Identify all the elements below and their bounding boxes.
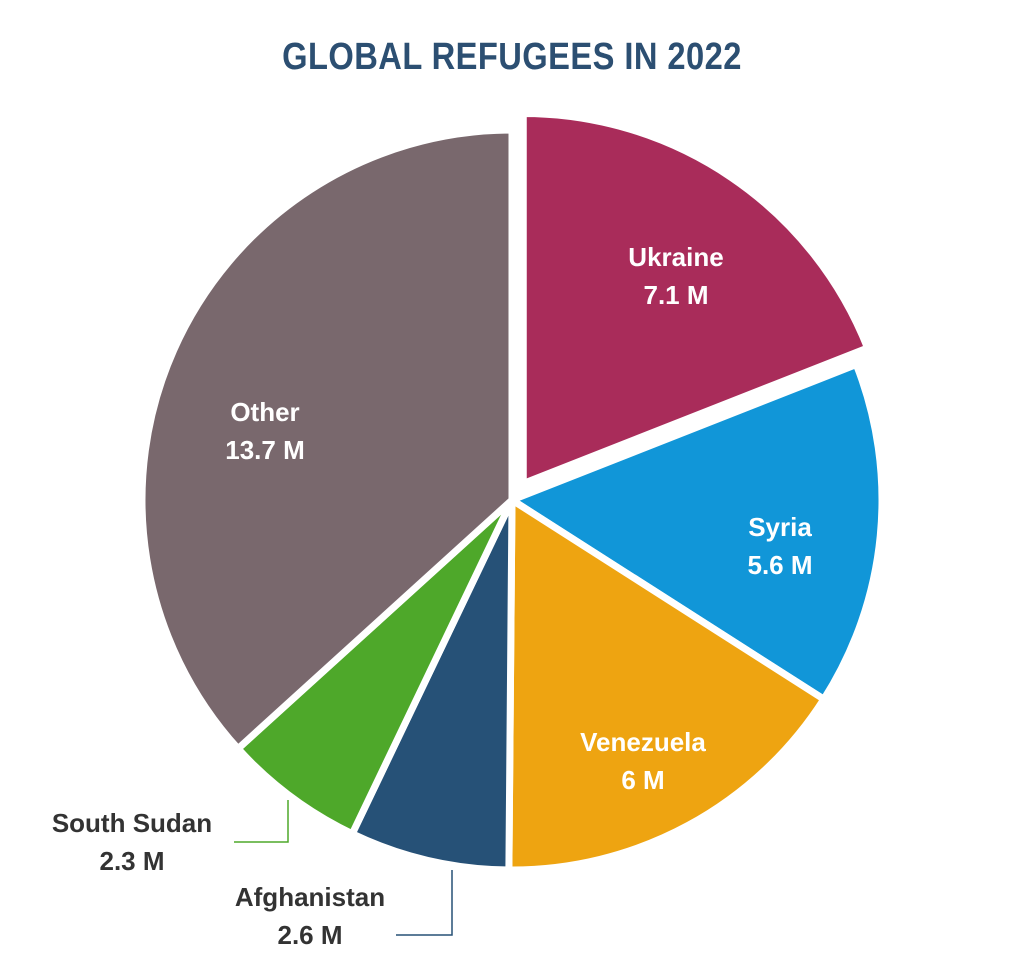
slice-value-syria: 5.6 M [747, 550, 812, 580]
slice-value-venezuela: 6 M [621, 765, 664, 795]
pie-slice-afghanistan [348, 496, 516, 874]
slice-label-ukraine: Ukraine [628, 242, 723, 272]
slice-value-ukraine: 7.1 M [643, 280, 708, 310]
slice-label-afghanistan: Afghanistan [235, 882, 385, 912]
slice-label-syria: Syria [748, 512, 812, 542]
leader-line-south-sudan [234, 800, 289, 843]
slice-label-other: Other [230, 397, 299, 427]
pie-slice-ukraine [519, 109, 872, 487]
leader-lines [234, 800, 453, 936]
slice-labels: Ukraine 7.1 M Syria 5.6 M Venezuela 6 M Afghan… [52, 242, 813, 950]
slice-label-venezuela: Venezuela [580, 727, 706, 757]
slice-value-other: 13.7 M [225, 435, 305, 465]
slice-value-afghanistan: 2.6 M [277, 920, 342, 950]
slice-value-south-sudan: 2.3 M [99, 846, 164, 876]
pie-slices [138, 109, 886, 874]
slice-label-south-sudan: South Sudan [52, 808, 212, 838]
leader-line-afghanistan [396, 870, 453, 936]
chart-title: GLOBAL REFUGEES IN 2022 [282, 36, 742, 78]
pie-slice-syria [508, 361, 886, 703]
pie-slice-other [138, 126, 516, 753]
pie-slice-venezuela [505, 496, 828, 874]
